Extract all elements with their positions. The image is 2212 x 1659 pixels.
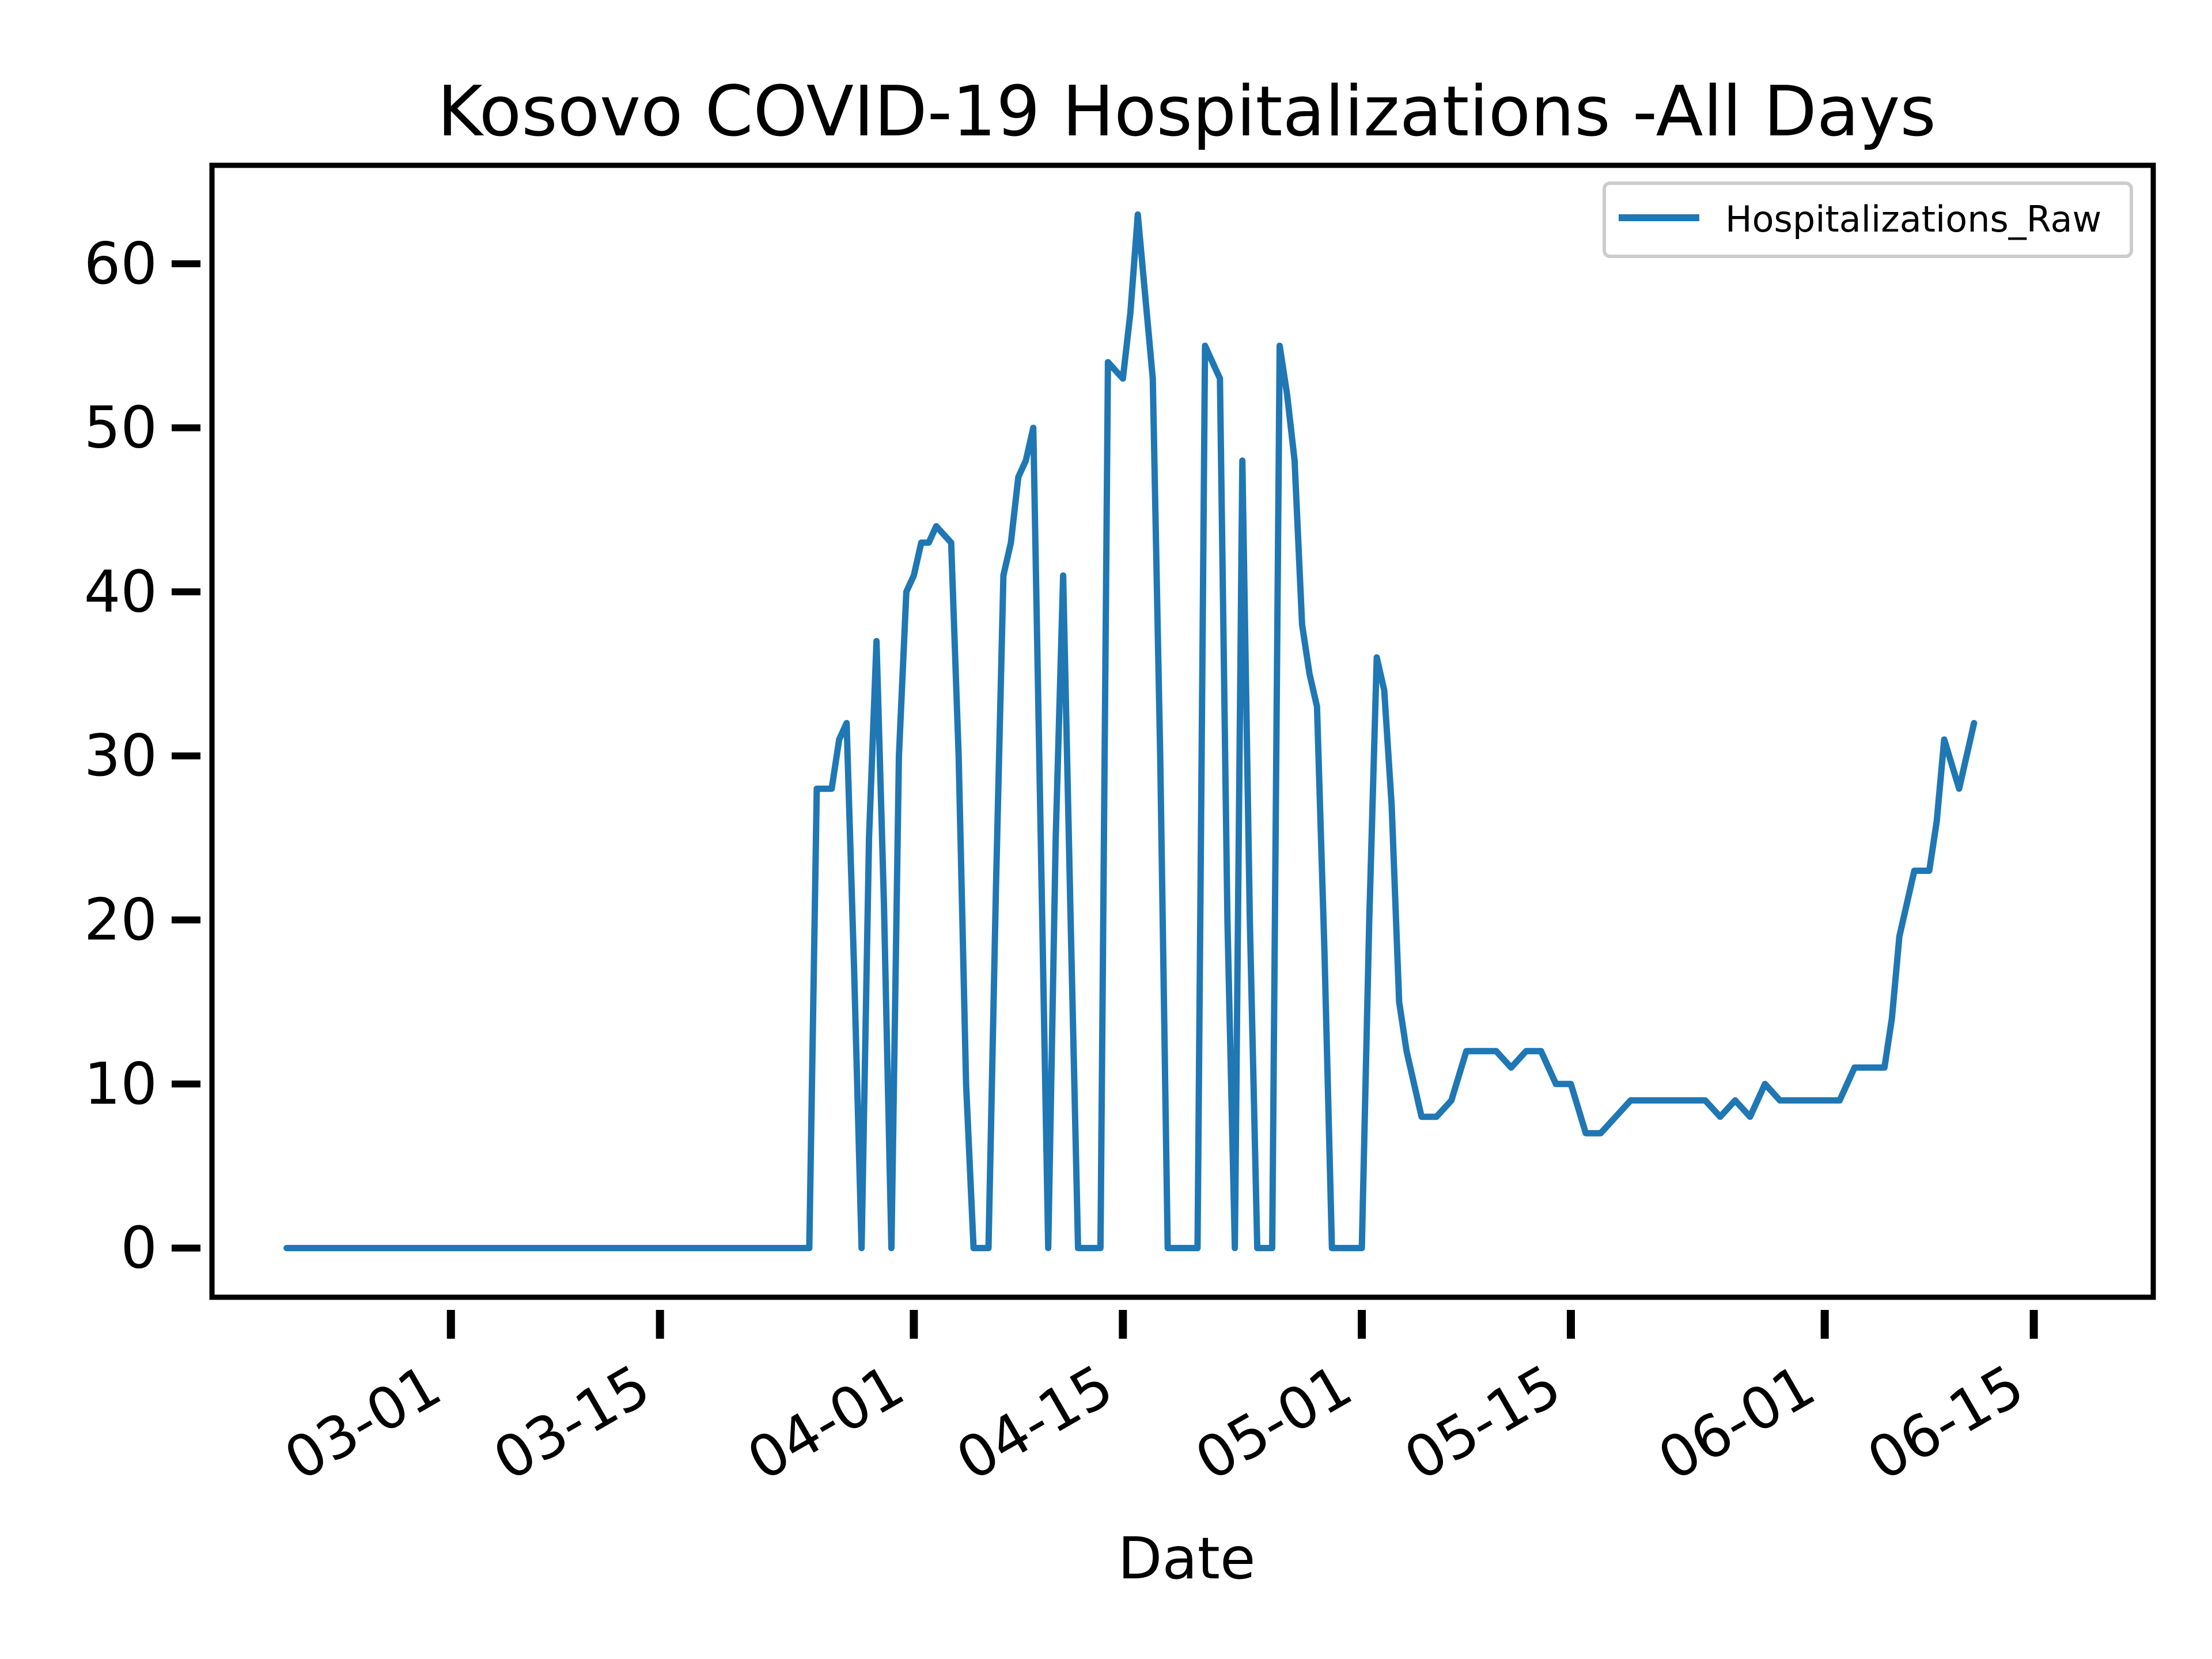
- x-axis-label: Date: [1118, 1525, 1255, 1592]
- series-layer: [283, 211, 1978, 1252]
- legend-entry-label: Hospitalizations_Raw: [1725, 198, 2101, 240]
- y-tick-label: 50: [84, 394, 157, 461]
- y-tick-label: 40: [84, 558, 157, 625]
- legend-box: [1603, 181, 2133, 258]
- y-tick-label: 60: [84, 230, 157, 297]
- y-axis: 0 10 20 30 40 50 60: [84, 230, 200, 1282]
- y-tick-label: 30: [84, 722, 157, 789]
- y-tick-label: 10: [84, 1050, 157, 1118]
- y-tick-label: 20: [84, 886, 157, 953]
- plot-area-frame: [209, 162, 2156, 1300]
- series-line-Hospitalizations_Raw: [283, 211, 1978, 1252]
- chart-title: Kosovo COVID-19 Hospitalizations -All Da…: [437, 72, 1936, 152]
- legend: Hospitalizations_Raw: [1603, 181, 2133, 258]
- y-tick-label: 0: [120, 1214, 157, 1282]
